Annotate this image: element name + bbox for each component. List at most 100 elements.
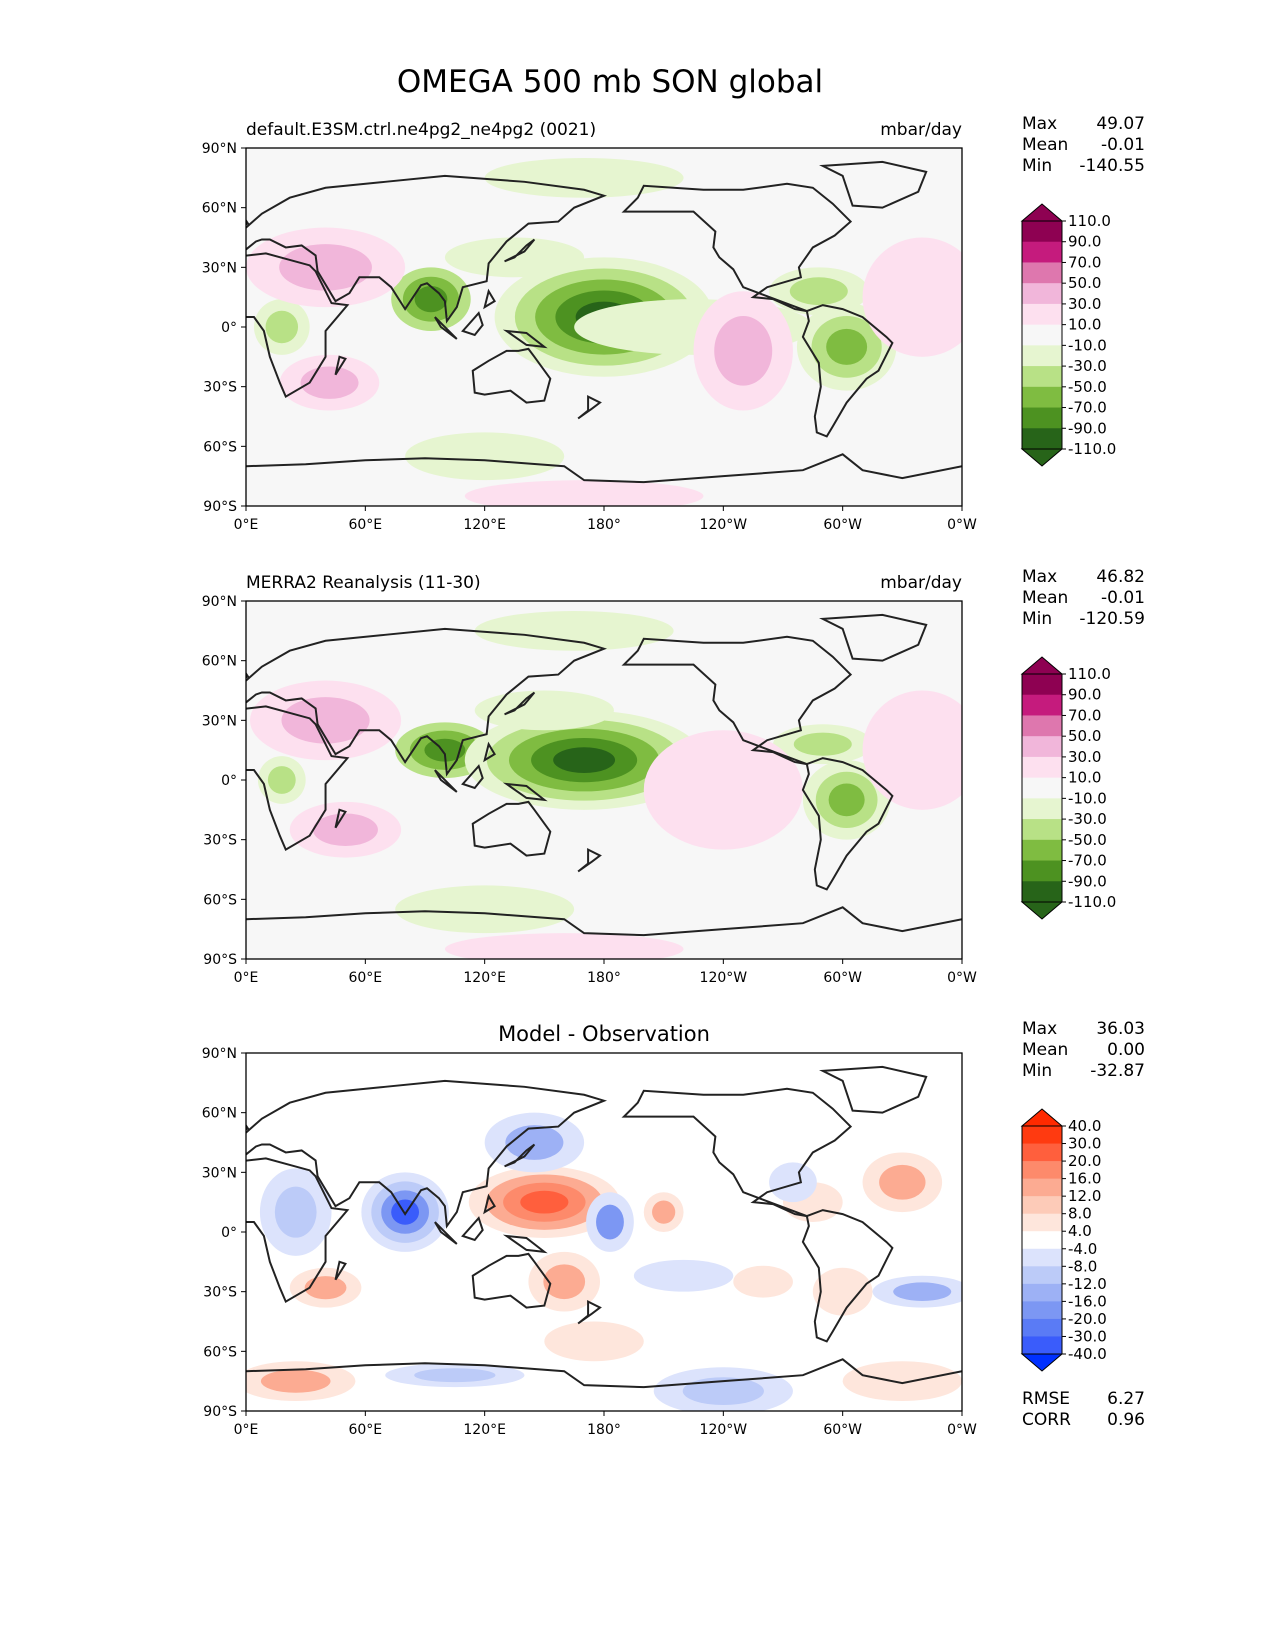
- contour-region: [279, 244, 372, 291]
- contour-region: [812, 1267, 873, 1316]
- panel-title-right: mbar/day: [880, 573, 962, 593]
- colorbar-tick-label: -70.0: [1068, 399, 1107, 417]
- colorbar-frame: [1021, 1125, 1063, 1355]
- colorbar-tick-label: -30.0: [1068, 1327, 1107, 1345]
- colorbar-tick-label: 110.0: [1068, 212, 1111, 230]
- lon-tick-label: 0°W: [947, 970, 977, 986]
- lat-tick-label: 60°N: [202, 654, 237, 670]
- colorbar-band: [1022, 1318, 1062, 1337]
- panel-obs: 90°N 60°N 30°N 0° 30°S 60°S 90°S 0°E 60°E 120°E 18…: [202, 567, 1145, 986]
- panel-model: 90°N 60°N 30°N 0° 30°S 60°S 90°S 0°E 60°E 120°E 18…: [202, 114, 1145, 533]
- lat-tick-label: 60°N: [202, 201, 237, 217]
- colorbar-tick-label: 50.0: [1068, 274, 1101, 292]
- lon-tick-label: 180°: [587, 517, 621, 533]
- stat-value-mean: -0.01: [1101, 588, 1145, 608]
- stat-label-mean: Mean: [1022, 1040, 1068, 1060]
- lat-tick-label: 0°: [221, 320, 237, 336]
- colorbar-tick-label: 20.0: [1068, 1152, 1101, 1170]
- lat-tick-label: 30°N: [202, 260, 237, 276]
- colorbar-tick-label: -10.0: [1068, 789, 1107, 807]
- contour-region: [714, 316, 773, 386]
- colorbar-band: [1022, 1196, 1062, 1215]
- lon-tick-label: 0°E: [234, 1422, 259, 1438]
- contour-region: [505, 1125, 564, 1160]
- colorbar-tick-label: -110.0: [1068, 893, 1116, 911]
- lat-tick-label: 60°S: [203, 1344, 237, 1360]
- stat-value-max: 46.82: [1096, 567, 1145, 587]
- contour-region: [391, 1199, 420, 1225]
- lon-tick-label: 0°E: [234, 517, 259, 533]
- contour-region: [793, 732, 852, 756]
- contour-region: [553, 747, 616, 774]
- lat-tick-label: 30°S: [203, 1285, 237, 1301]
- lon-tick-label: 120°W: [700, 1422, 748, 1438]
- colorbar: 110.0 90.0 70.0 50.0 30.0 10.0 -10.0 -30.0 -50.0…: [1020, 203, 1116, 467]
- colorbar-band: [1022, 860, 1062, 882]
- contour-region: [652, 1200, 676, 1224]
- colorbar-frame: [1021, 673, 1063, 903]
- colorbar-tick-label: 4.0: [1068, 1222, 1092, 1240]
- stat-value-min: -140.55: [1079, 156, 1145, 176]
- colorbar-tick-label: 40.0: [1068, 1117, 1101, 1135]
- colorbar-tick-label: -8.0: [1068, 1257, 1097, 1275]
- stat-value-min: -32.87: [1090, 1061, 1145, 1081]
- figure-title: OMEGA 500 mb SON global: [397, 64, 823, 100]
- lat-tick-label: 60°S: [203, 892, 237, 908]
- colorbar-band: [1022, 715, 1062, 737]
- lat-tick-label: 30°S: [203, 833, 237, 849]
- colorbar-under-arrow: [1020, 901, 1064, 920]
- contour-region: [596, 1204, 624, 1240]
- colorbar-band: [1022, 262, 1062, 284]
- contour-region: [274, 1186, 317, 1238]
- contour-region: [474, 690, 614, 731]
- lon-tick-label: 60°E: [348, 1422, 382, 1438]
- lat-tick-label: 90°S: [203, 499, 237, 515]
- contour-region: [828, 783, 865, 817]
- contour-region: [260, 1369, 331, 1393]
- colorbar-band: [1022, 736, 1062, 758]
- colorbar-band: [1022, 366, 1062, 388]
- colorbar-tick-label: 8.0: [1068, 1205, 1092, 1223]
- lon-tick-label: 180°: [587, 970, 621, 986]
- stat-label-corr: CORR: [1022, 1410, 1071, 1430]
- colorbar-tick-label: -40.0: [1068, 1345, 1107, 1363]
- contour-region: [267, 766, 296, 794]
- colorbar-tick-label: 110.0: [1068, 665, 1111, 683]
- lat-tick-label: 0°: [221, 1225, 237, 1241]
- colorbar-tick-label: 30.0: [1068, 295, 1101, 313]
- lat-tick-label: 60°S: [203, 439, 237, 455]
- contour-region: [304, 1276, 347, 1300]
- colorbar-band: [1022, 1266, 1062, 1285]
- colorbar-band: [1022, 777, 1062, 799]
- contour-region: [862, 690, 962, 810]
- colorbar-band: [1022, 819, 1062, 841]
- contour-region: [633, 1259, 734, 1292]
- lon-tick-label: 180°: [587, 1422, 621, 1438]
- colorbar-tick-label: -16.0: [1068, 1292, 1107, 1310]
- contour-region: [281, 697, 370, 744]
- colorbar-frame: [1021, 220, 1063, 450]
- contour-region: [474, 610, 674, 651]
- contour-fill-layer: [246, 157, 962, 506]
- colorbar-tick-label: 90.0: [1068, 233, 1101, 251]
- lat-tick-label: 0°: [221, 773, 237, 789]
- panel-title-right: mbar/day: [880, 120, 962, 140]
- contour-region: [643, 730, 803, 850]
- panel-title-left: MERRA2 Reanalysis (11-30): [246, 573, 481, 593]
- colorbar-band: [1022, 1161, 1062, 1180]
- lon-tick-label: 60°E: [348, 517, 382, 533]
- lat-tick-label: 30°S: [203, 380, 237, 396]
- lat-tick-label: 30°N: [202, 1165, 237, 1181]
- stat-value-corr: 0.96: [1107, 1410, 1145, 1430]
- colorbar-band: [1022, 1213, 1062, 1232]
- colorbar-band: [1022, 1143, 1062, 1162]
- colorbar-tick-label: 30.0: [1068, 1135, 1101, 1153]
- contour-region: [265, 310, 299, 344]
- contour-region: [733, 1265, 793, 1298]
- colorbar-tick-label: -70.0: [1068, 852, 1107, 870]
- colorbar-band: [1022, 1336, 1062, 1355]
- colorbar-tick-label: -4.0: [1068, 1240, 1097, 1258]
- colorbar-band: [1022, 1283, 1062, 1302]
- colorbar-band: [1022, 1178, 1062, 1197]
- contour-region: [826, 328, 868, 365]
